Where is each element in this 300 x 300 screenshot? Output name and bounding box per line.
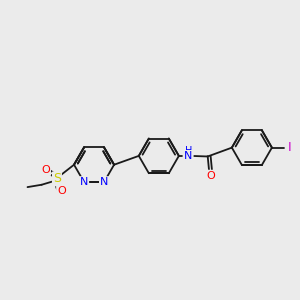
Text: O: O	[57, 186, 66, 196]
Text: N: N	[184, 151, 192, 161]
Text: S: S	[53, 172, 61, 185]
Text: O: O	[41, 165, 50, 175]
Text: O: O	[206, 171, 215, 181]
Text: N: N	[100, 177, 108, 187]
Text: N: N	[80, 177, 88, 187]
Text: I: I	[288, 141, 291, 154]
Text: H: H	[185, 146, 193, 157]
